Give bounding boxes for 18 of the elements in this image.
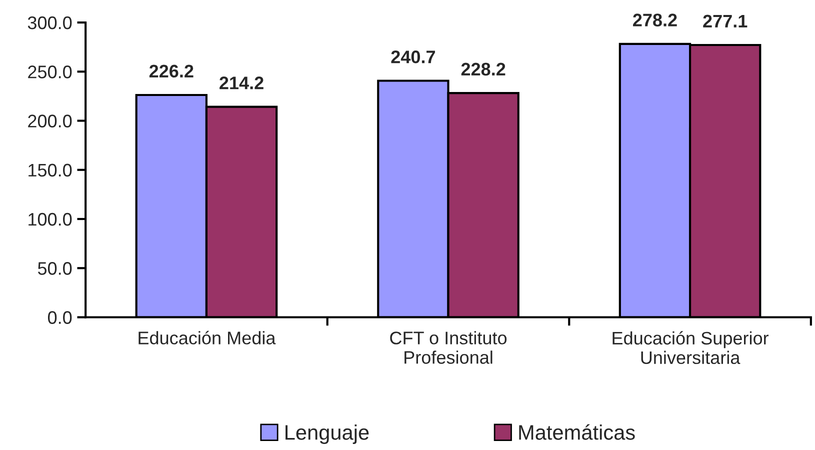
data-label: 240.7 bbox=[391, 50, 435, 64]
data-label: 226.2 bbox=[149, 64, 194, 78]
y-tick-label: 50.0 bbox=[38, 262, 72, 275]
data-label: 277.1 bbox=[703, 14, 748, 28]
y-tick-label: 100.0 bbox=[28, 212, 72, 226]
x-tick-label: Educación Media bbox=[138, 330, 276, 344]
y-tick-label: 150.0 bbox=[28, 164, 72, 177]
y-tick-label: 300.0 bbox=[28, 16, 72, 30]
x-tick-label: CFT o Instituto Profesional bbox=[390, 331, 507, 364]
y-tick-label: 200.0 bbox=[28, 114, 72, 128]
legend-label: Matemáticas bbox=[519, 424, 635, 440]
data-label: 278.2 bbox=[633, 14, 677, 26]
y-tick-label: 0.0 bbox=[48, 311, 72, 324]
data-label: 228.2 bbox=[461, 62, 506, 76]
y-tick-label: 250.0 bbox=[28, 66, 72, 78]
data-label: 214.2 bbox=[220, 76, 264, 90]
legend-label: Lenguaje bbox=[286, 424, 369, 444]
x-tick-label: Educación Superior Universitaria bbox=[612, 331, 769, 364]
